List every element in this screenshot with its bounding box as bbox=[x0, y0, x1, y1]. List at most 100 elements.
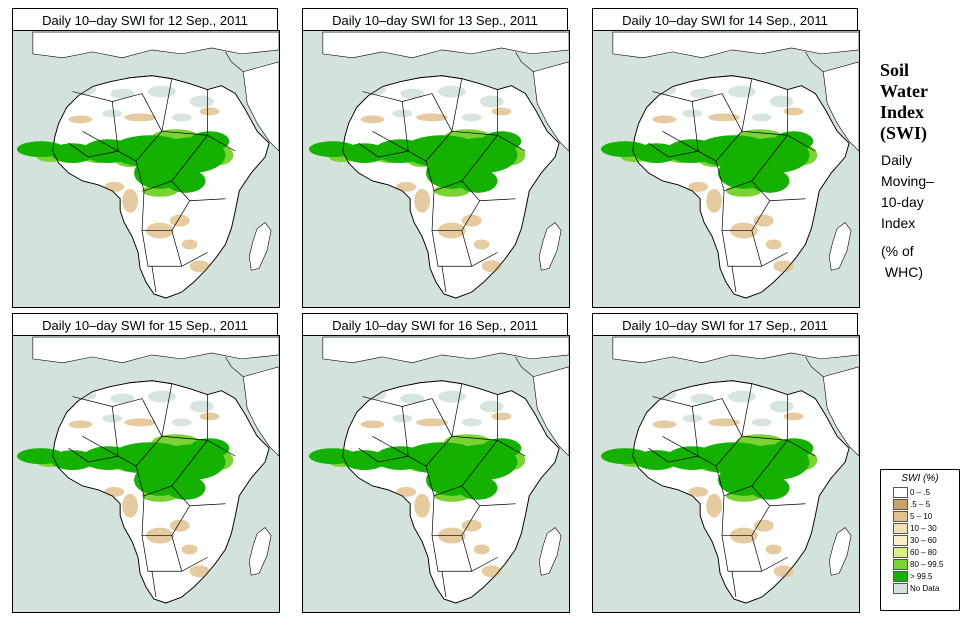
legend-swatch bbox=[893, 558, 908, 570]
legend-item: 30 – 60 bbox=[893, 534, 959, 546]
country-border bbox=[135, 440, 208, 497]
legend-swatch bbox=[893, 498, 908, 510]
country-border bbox=[648, 447, 669, 463]
side-title: Soil Water Index (SWI) bbox=[880, 60, 928, 144]
africa-map-svg bbox=[16, 31, 279, 299]
dry-patch bbox=[104, 486, 125, 497]
dry-patch bbox=[491, 412, 512, 421]
dry-patch bbox=[491, 107, 512, 116]
no-data-patch bbox=[171, 418, 192, 427]
dry-patch bbox=[122, 188, 139, 213]
no-data-patch bbox=[479, 400, 504, 413]
no-data-patch bbox=[147, 85, 176, 98]
europe-landmass bbox=[32, 31, 279, 59]
africa-map-svg bbox=[308, 336, 569, 604]
dry-patch bbox=[360, 420, 385, 429]
dry-patch bbox=[773, 260, 794, 273]
country-border bbox=[358, 447, 379, 463]
panel-title: Daily 10–day SWI for 16 Sep., 2011 bbox=[302, 313, 568, 339]
country-border bbox=[751, 230, 763, 267]
dry-patch bbox=[181, 239, 198, 250]
no-data-patch bbox=[400, 393, 425, 404]
no-data-patch bbox=[479, 95, 504, 108]
wet-patch bbox=[773, 131, 814, 152]
country-border bbox=[111, 101, 119, 152]
panel-title: Daily 10–day SWI for 13 Sep., 2011 bbox=[302, 8, 568, 34]
europe-landmass bbox=[32, 336, 279, 364]
country-border bbox=[425, 440, 498, 497]
legend-label: 10 – 30 bbox=[910, 523, 937, 533]
dry-patch bbox=[414, 188, 431, 213]
country-border bbox=[668, 150, 717, 162]
country-border bbox=[431, 383, 463, 438]
legend-item: No Data bbox=[893, 582, 959, 594]
map-panel-2: Daily 10–day SWI for 13 Sep., 2011 bbox=[302, 8, 580, 308]
country-border bbox=[731, 266, 737, 293]
map-panel-3: Daily 10–day SWI for 14 Sep., 2011 bbox=[592, 8, 870, 308]
country-border bbox=[161, 130, 208, 136]
no-data-patch bbox=[171, 113, 192, 122]
country-border bbox=[171, 535, 183, 572]
country-border bbox=[401, 406, 409, 457]
side-subtitle-line: 10-day bbox=[881, 194, 924, 210]
dry-patch bbox=[169, 519, 190, 532]
legend-rows: 0 – .5 .5 – 5 5 – 10 10 – 30 30 – 60 60 – 80 8… bbox=[881, 486, 959, 594]
legend-label: 30 – 60 bbox=[910, 535, 937, 545]
country-border bbox=[451, 435, 498, 441]
madagascar-landmass bbox=[828, 527, 852, 576]
legend-label: .5 – 5 bbox=[910, 499, 931, 509]
dry-patch bbox=[765, 544, 782, 555]
country-border bbox=[135, 436, 163, 467]
country-border bbox=[425, 131, 453, 162]
country-border bbox=[731, 571, 737, 598]
map-panel-4: Daily 10–day SWI for 15 Sep., 2011 bbox=[12, 313, 290, 613]
dry-patch bbox=[124, 113, 156, 122]
dry-patch bbox=[688, 486, 709, 497]
legend-item: 5 – 10 bbox=[893, 510, 959, 522]
no-data-patch bbox=[400, 88, 425, 99]
dry-patch bbox=[473, 239, 490, 250]
country-border bbox=[721, 190, 770, 231]
coastline bbox=[632, 75, 850, 299]
country-border bbox=[425, 135, 498, 192]
dry-patch bbox=[68, 115, 93, 124]
country-border bbox=[111, 406, 119, 457]
country-border bbox=[161, 435, 208, 441]
country-border bbox=[451, 130, 498, 136]
wet-patch bbox=[457, 169, 498, 193]
dry-patch bbox=[765, 239, 782, 250]
wet-patch bbox=[189, 438, 230, 459]
country-border bbox=[715, 436, 743, 467]
wet-patch bbox=[749, 475, 790, 500]
coastline bbox=[52, 380, 270, 604]
country-border bbox=[141, 383, 173, 438]
legend-label: > 99.5 bbox=[910, 571, 933, 581]
arabia-landmass bbox=[822, 366, 859, 457]
side-unit-line: (% of bbox=[881, 243, 914, 259]
africa-map-svg bbox=[600, 31, 859, 299]
country-border bbox=[461, 535, 473, 572]
madagascar-landmass bbox=[248, 527, 272, 576]
legend-title: SWI (%) bbox=[901, 473, 939, 484]
europe-landmass bbox=[612, 31, 859, 59]
side-subtitle-line: Daily bbox=[881, 152, 913, 168]
country-border bbox=[441, 571, 447, 598]
dry-patch bbox=[783, 412, 804, 421]
madagascar-landmass bbox=[538, 527, 562, 576]
dry-patch bbox=[360, 115, 385, 124]
dry-patch bbox=[396, 181, 417, 192]
country-border bbox=[207, 394, 236, 457]
legend-swatch bbox=[893, 534, 908, 546]
country-border bbox=[171, 230, 183, 267]
africa-map-svg bbox=[308, 31, 569, 299]
country-border bbox=[372, 130, 409, 152]
country-border bbox=[372, 435, 409, 457]
arabia-landmass bbox=[822, 61, 859, 152]
dry-patch bbox=[416, 113, 448, 122]
side-subtitle: Daily Moving– 10-day Index bbox=[881, 150, 934, 234]
wet-patch bbox=[481, 438, 522, 459]
legend-item: 60 – 80 bbox=[893, 546, 959, 558]
country-border bbox=[741, 435, 788, 441]
africa-map-svg bbox=[16, 336, 279, 604]
side-subtitle-line: Moving– bbox=[881, 173, 934, 189]
